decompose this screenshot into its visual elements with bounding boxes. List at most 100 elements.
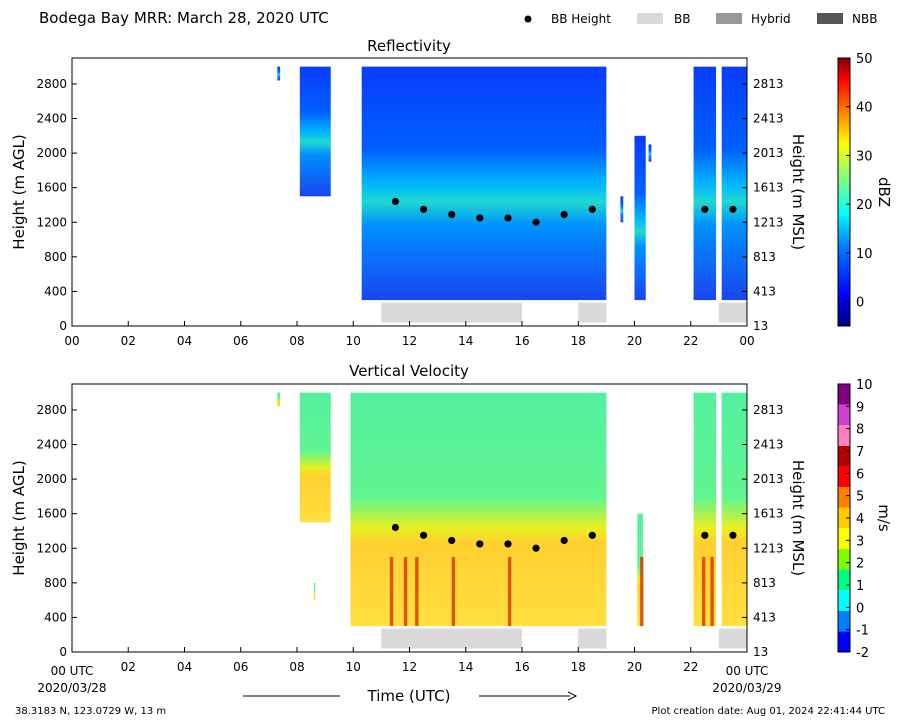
velocity-ytick-label-right: 2813 [753,403,784,417]
velocity-xtick-label: 04 [177,660,192,674]
legend-hybrid-label: Hybrid [751,12,791,26]
velocity-ytick-label-left: 1600 [36,507,67,521]
velocity-colorbar-label: m/s [875,504,893,532]
velocity-bb-height-point [391,523,400,532]
velocity-colorbar-segment [838,528,850,549]
velocity-plot-area [277,392,747,649]
velocity-colorbar-segment [838,404,850,426]
velocity-colorbar-segment [838,445,850,467]
velocity-colorbar-segment [838,384,850,405]
velocity-bb-bar [578,628,607,649]
reflectivity-colorbar-tick-label: 10 [856,247,873,262]
reflectivity-ytick-label-right: 2013 [753,146,784,160]
xlabel-arrow-head [567,691,578,701]
reflectivity-plot-area [277,66,747,323]
velocity-colorbar-segment [838,548,850,570]
velocity-colorbar-segment [838,466,850,488]
x-axis-label: Time (UTC) [367,687,451,705]
x-start-hour: 00 UTC [51,664,94,678]
velocity-colorbar-tick-label: 10 [856,378,873,393]
velocity-ytick-label-right: 13 [753,645,768,659]
velocity-panel: Vertical Velocity 0400800120016002000240… [10,362,893,674]
reflectivity-colorbar-tick-label: 40 [856,101,873,116]
reflectivity-colorbar-ticks: 0 10 20 30 40 50 [846,52,873,311]
velocity-fall-streak [702,556,706,627]
reflectivity-xtick-label: 00 [64,334,79,348]
velocity-colorbar-segment [838,507,850,529]
reflectivity-xtick-label: 12 [402,334,417,348]
x-end-hour: 00 UTC [726,664,769,678]
velocity-xtick-label: 08 [289,660,304,674]
velocity-xtick-label: 16 [514,660,529,674]
velocity-ylabel-right: Height (m MSL) [789,460,807,576]
reflectivity-xtick-label: 02 [121,334,136,348]
velocity-colorbar-tick-label: 6 [856,467,864,482]
velocity-colorbar-tick-label: -2 [856,646,869,661]
reflectivity-ytick-label-right: 413 [753,284,776,298]
velocity-ytick-label-left: 1200 [36,541,67,555]
velocity-colorbar-segment [838,610,850,632]
velocity-fall-streak [451,556,456,627]
reflectivity-echo-region [361,66,607,301]
plot-creation-date: Plot creation date: Aug 01, 2024 22:41:4… [652,706,885,717]
reflectivity-bb-bar [381,302,522,323]
reflectivity-xtick-label: 04 [177,334,192,348]
velocity-bb-height-point [504,540,512,548]
legend-bb-height-label: BB Height [551,12,611,26]
reflectivity-xtick-label: 14 [458,334,473,348]
velocity-colorbar-tick-label: 4 [856,512,864,527]
legend-bb-label: BB [674,12,690,26]
reflectivity-ytick-label-right: 13 [753,319,768,333]
velocity-echo-region [299,392,331,523]
velocity-colorbar-tick-label: 5 [856,490,864,505]
reflectivity-echo-region [721,66,747,301]
velocity-fall-streak [403,556,408,627]
reflectivity-echo-region [648,144,652,162]
velocity-ytick-label-left: 0 [59,645,67,659]
velocity-colorbar-segment [838,569,850,591]
velocity-colorbar-tick-label: 7 [856,445,864,460]
reflectivity-bb-height-point [701,205,709,213]
reflectivity-bb-height-point [504,214,512,222]
velocity-bb-height-point [588,531,596,539]
reflectivity-ytick-label-right: 2413 [753,112,784,126]
reflectivity-colorbar [837,57,851,327]
legend-bb-swatch [637,13,663,24]
velocity-axes: 0 400 800 1200 1600 2000 2400 2800 13 413 813 1213 1… [36,403,783,674]
reflectivity-panel: Reflectivity 040080012001600200024002800… [10,37,893,348]
legend-bb-height-dot [524,15,532,23]
velocity-fall-streak [640,556,644,627]
velocity-colorbar-tick-label: -1 [856,624,869,639]
reflectivity-echo-region [634,135,646,301]
velocity-ytick-label-left: 2800 [36,403,67,417]
legend-nbb-label: NBB [852,12,877,26]
velocity-fall-streak [389,556,394,627]
reflectivity-xtick-label: 06 [233,334,248,348]
velocity-xtick-label: 18 [571,660,586,674]
velocity-ytick-label-right: 2413 [753,438,784,452]
reflectivity-xtick-label: 08 [289,334,304,348]
reflectivity-ytick-label-left: 1600 [36,181,67,195]
reflectivity-echo-region [620,196,624,223]
velocity-ytick-label-right: 1213 [753,541,784,555]
reflectivity-axes: 0400800120016002000240028001341381312131… [36,77,783,348]
reflectivity-echo-region [693,66,717,301]
velocity-bb-bar [718,628,747,649]
velocity-xtick-label: 10 [346,660,361,674]
reflectivity-ylabel-right: Height (m MSL) [789,134,807,250]
velocity-ytick-label-left: 2400 [36,438,67,452]
reflectivity-ytick-label-left: 800 [44,250,67,264]
reflectivity-colorbar-tick-label: 50 [856,52,873,67]
velocity-colorbar-tick-label: 3 [856,534,864,549]
location-coords: 38.3183 N, 123.0729 W, 13 m [15,706,166,717]
velocity-colorbar-ticks: -2 -1 0 1 2 3 4 5 6 7 8 9 10 [846,378,873,661]
reflectivity-ytick-label-left: 2400 [36,112,67,126]
legend-nbb-swatch [817,13,843,24]
reflectivity-bb-bar [578,302,607,323]
velocity-colorbar [837,383,851,653]
reflectivity-bb-height-point [476,214,484,222]
reflectivity-ytick-label-right: 813 [753,250,776,264]
velocity-xtick-label: 06 [233,660,248,674]
velocity-xtick-label: 02 [121,660,136,674]
velocity-bb-height-point [560,536,568,545]
